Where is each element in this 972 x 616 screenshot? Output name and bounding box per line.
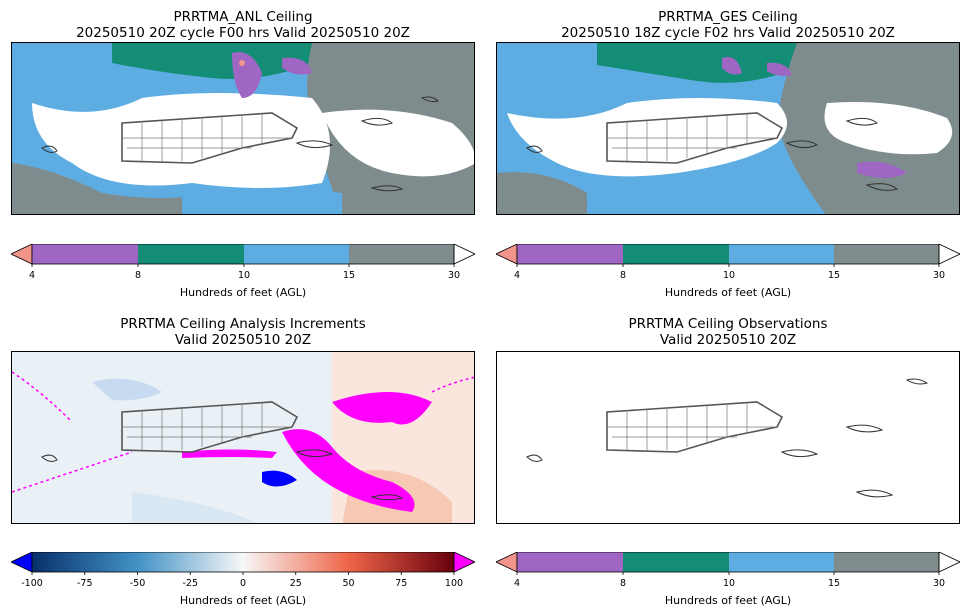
panel3-title-text: PRRTMA Ceiling Analysis Increments: [120, 316, 366, 332]
panel4-title: PRRTMA Ceiling Observations Valid 202505…: [496, 316, 960, 348]
panel2-map[interactable]: [496, 42, 960, 215]
colorbar-4-label: Hundreds of feet (AGL): [664, 594, 792, 607]
colorbar-4-tick: 15: [827, 578, 841, 589]
colorbar-3-tick: -100: [21, 578, 43, 589]
colorbar-3-tick: 25: [289, 578, 302, 589]
colorbar-1-label: Hundreds of feet (AGL): [179, 286, 307, 299]
panel3-subtitle-text: Valid 20250510 20Z: [174, 332, 312, 348]
colorbar-1-tick: 8: [134, 270, 142, 281]
panel1-map-svg: [12, 43, 474, 214]
colorbar-3-label: Hundreds of feet (AGL): [179, 594, 307, 607]
colorbar-3-tick: 50: [342, 578, 355, 589]
panel4-title-text: PRRTMA Ceiling Observations: [628, 316, 828, 332]
panel2-title: PRRTMA_GES Ceiling 20250510 18Z cycle F0…: [496, 9, 960, 41]
panel1-subtitle-text: 20250510 20Z cycle F00 hrs Valid 2025051…: [76, 25, 410, 41]
panel4-map-svg: [497, 352, 959, 523]
panel2-map-svg: [497, 43, 959, 214]
panel1-title: PRRTMA_ANL Ceiling 20250510 20Z cycle F0…: [11, 9, 475, 41]
colorbar-1: 4 8 10 15 30 Hundreds of feet (AGL): [11, 244, 475, 304]
colorbar-3: -100 -75 -50 -25 0 25 50 75 100 Hundreds…: [11, 552, 475, 612]
panel4-subtitle-text: Valid 20250510 20Z: [659, 332, 797, 348]
colorbar-2-tick: 8: [619, 270, 627, 281]
colorbar-1-tick: 30: [447, 270, 461, 281]
colorbar-2-label: Hundreds of feet (AGL): [664, 286, 792, 299]
colorbar-1-tick: 15: [342, 270, 356, 281]
colorbar-1-svg: [11, 244, 475, 267]
colorbar-3-tick: 0: [239, 578, 247, 589]
panel3-title: PRRTMA Ceiling Analysis Increments Valid…: [11, 316, 475, 348]
colorbar-2-tick: 15: [827, 270, 841, 281]
colorbar-4: 4 8 10 15 30 Hundreds of feet (AGL): [496, 552, 960, 612]
panel4-map[interactable]: [496, 351, 960, 524]
colorbar-3-tick: 75: [395, 578, 408, 589]
colorbar-4-tick: 10: [722, 578, 736, 589]
panel1-map[interactable]: [11, 42, 475, 215]
colorbar-1-tick: 4: [28, 270, 36, 281]
colorbar-4-tick: 8: [619, 578, 627, 589]
panel1-title-text: PRRTMA_ANL Ceiling: [173, 9, 313, 25]
colorbar-4-tick: 30: [932, 578, 946, 589]
panel2-subtitle-text: 20250510 18Z cycle F02 hrs Valid 2025051…: [561, 25, 895, 41]
colorbar-2-tick: 4: [513, 270, 521, 281]
panel3-map-svg: [12, 352, 474, 523]
colorbar-3-tick: -25: [182, 578, 199, 589]
colorbar-1-tick: 10: [237, 270, 251, 281]
colorbar-2-tick: 10: [722, 270, 736, 281]
colorbar-2-svg: [496, 244, 960, 267]
colorbar-4-tick: 4: [513, 578, 521, 589]
panel2-title-text: PRRTMA_GES Ceiling: [658, 9, 798, 25]
colorbar-3-tick: 100: [444, 578, 464, 589]
colorbar-3-tick: -50: [129, 578, 146, 589]
colorbar-2-tick: 30: [932, 270, 946, 281]
panel3-map[interactable]: [11, 351, 475, 524]
colorbar-2: 4 8 10 15 30 Hundreds of feet (AGL): [496, 244, 960, 304]
colorbar-4-svg: [496, 552, 960, 575]
colorbar-3-svg: [11, 552, 475, 575]
colorbar-3-tick: -75: [76, 578, 93, 589]
